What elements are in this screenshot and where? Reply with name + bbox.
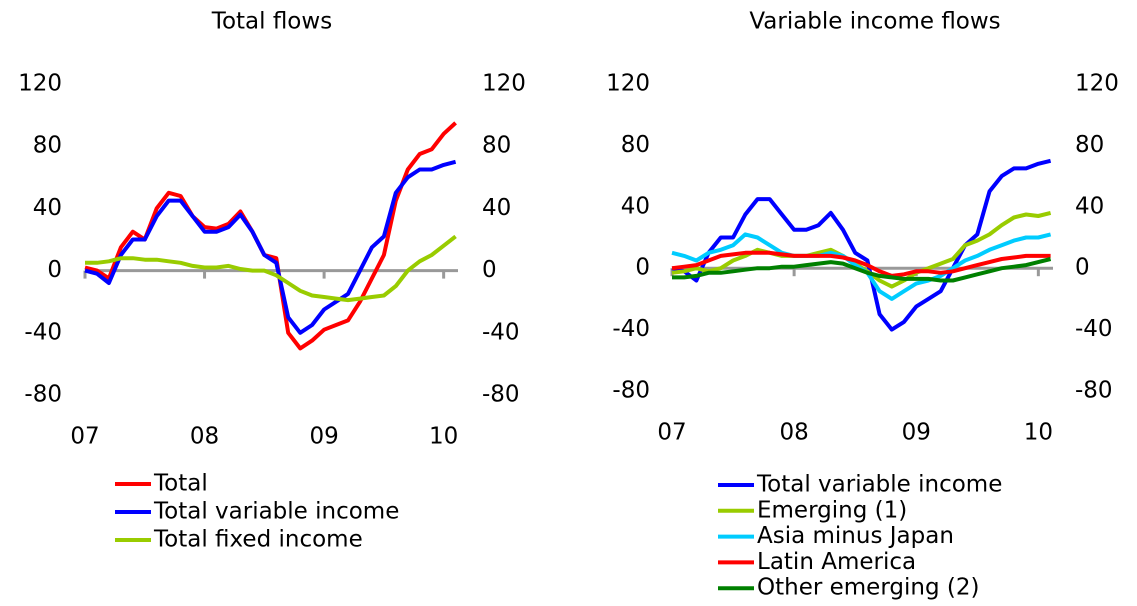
y2-tick-label: -80	[1075, 378, 1113, 404]
legend-label: Emerging (1)	[757, 497, 907, 523]
y-tick-label: 40	[33, 195, 62, 221]
y2-tick-label: -40	[482, 319, 520, 345]
x-tick-label: 09	[902, 420, 931, 446]
x-tick-label: 07	[70, 424, 99, 450]
y-tick-label: 0	[47, 257, 62, 283]
y2-tick-label: -80	[482, 382, 520, 408]
y-tick-label: 80	[621, 132, 650, 158]
y2-tick-label: 40	[482, 195, 511, 221]
y-tick-label: -80	[24, 382, 62, 408]
x-tick-label: 08	[779, 420, 808, 446]
y2-tick-label: 120	[1075, 71, 1119, 97]
y-tick-label: 40	[621, 193, 650, 219]
y-tick-label: -40	[612, 316, 650, 342]
line-series	[671, 250, 1051, 278]
y2-tick-label: -40	[1075, 316, 1113, 342]
legend-label: Total	[153, 471, 208, 497]
y-tick-label: 0	[635, 255, 650, 281]
x-tick-label: 08	[190, 424, 219, 450]
chart-title: Total flows	[211, 9, 332, 35]
y-tick-label: -80	[612, 378, 650, 404]
x-tick-label: 10	[429, 424, 458, 450]
legend-label: Other emerging (2)	[757, 575, 979, 601]
legend-label: Asia minus Japan	[757, 523, 954, 549]
legend-label: Total variable income	[153, 499, 399, 525]
y-tick-label: 80	[33, 133, 62, 159]
y2-tick-label: 0	[482, 257, 497, 283]
line-series	[672, 257, 1052, 283]
y-tick-label: 120	[606, 71, 650, 97]
line-series	[671, 158, 1052, 332]
line-series	[84, 121, 457, 351]
line-series	[85, 234, 457, 303]
x-tick-label: 07	[657, 420, 686, 446]
y-tick-label: -40	[24, 319, 62, 345]
y2-tick-label: 120	[482, 71, 526, 97]
y2-tick-label: 80	[1075, 132, 1104, 158]
x-tick-label: 09	[309, 424, 338, 450]
legend-label: Latin America	[757, 549, 916, 575]
y2-tick-label: 40	[1075, 193, 1104, 219]
chart-title: Variable income flows	[749, 9, 1000, 35]
y-tick-label: 120	[18, 71, 62, 97]
legend-label: Total variable income	[756, 472, 1002, 498]
x-tick-label: 10	[1024, 420, 1053, 446]
line-series	[84, 159, 457, 335]
legend-label: Total fixed income	[153, 527, 363, 553]
line-series	[671, 232, 1052, 301]
y2-tick-label: 0	[1075, 255, 1090, 281]
y2-tick-label: 80	[482, 133, 511, 159]
